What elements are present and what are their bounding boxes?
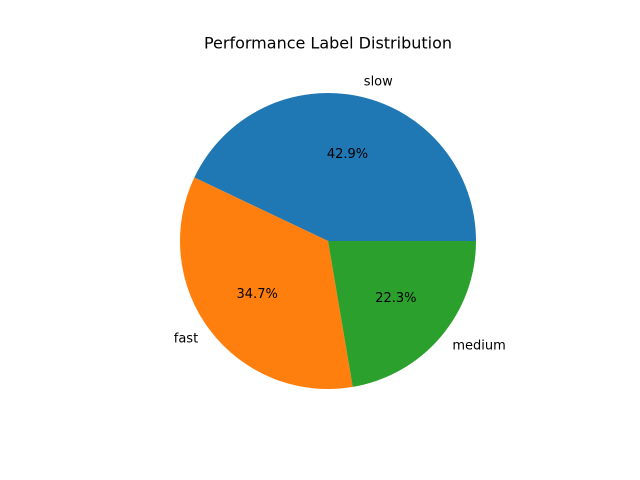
slice-label: fast [174,332,198,347]
slice-label: slow [364,75,393,90]
percent-label: 22.3% [375,291,416,306]
pie-slice [194,92,476,241]
pie-slice [180,177,353,389]
chart-title: Performance Label Distribution [204,34,452,53]
pie-slice [328,241,476,387]
slice-label: medium [452,339,505,354]
percent-label: 42.9% [327,147,368,162]
percent-label: 34.7% [237,287,278,302]
